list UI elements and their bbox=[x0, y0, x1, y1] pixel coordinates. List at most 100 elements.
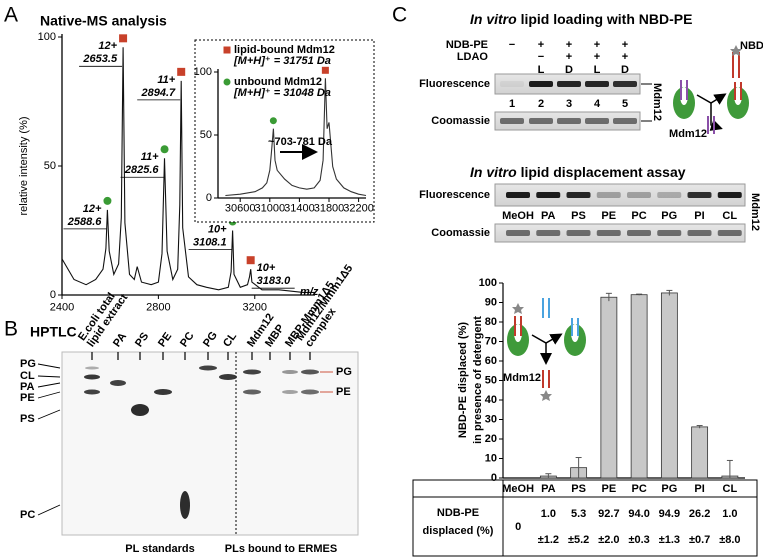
gel-band bbox=[500, 118, 524, 124]
legend-formula: [M+H]⁺ = 31048 Da bbox=[233, 87, 331, 99]
panel-title: HPTLC bbox=[30, 324, 77, 340]
panel-letter: A bbox=[4, 4, 18, 27]
legend-marker bbox=[223, 46, 231, 54]
gel-band bbox=[596, 192, 621, 198]
error-label: ±0.3 bbox=[628, 534, 649, 546]
lane-number: 3 bbox=[566, 98, 572, 110]
gel-band bbox=[536, 192, 561, 198]
category-label: MeOH bbox=[502, 483, 534, 495]
error-label: ±1.3 bbox=[659, 534, 680, 546]
condition-mark: − bbox=[538, 51, 544, 63]
legend-label: unbound Mdm12 bbox=[234, 76, 322, 88]
condition-mark: + bbox=[622, 39, 628, 51]
x-tick-label: 2800 bbox=[146, 302, 170, 314]
value-label: 94.9 bbox=[659, 508, 680, 520]
tlc-spot bbox=[154, 389, 172, 395]
gel-band bbox=[657, 230, 682, 236]
value-label: 0 bbox=[515, 521, 521, 533]
schematic-label: Mdm12 bbox=[503, 372, 541, 384]
y-tick-label: 100 bbox=[479, 277, 497, 289]
category-label: PE bbox=[602, 483, 617, 495]
error-label: ±1.2 bbox=[538, 534, 559, 546]
lane-number: 2 bbox=[538, 98, 544, 110]
section-title: In vitro lipid displacement assay bbox=[470, 164, 686, 180]
tlc-spot bbox=[243, 389, 261, 395]
gel-band bbox=[536, 230, 561, 236]
peak-charge: 10+ bbox=[208, 223, 227, 235]
gel-band bbox=[687, 230, 712, 236]
error-label: ±8.0 bbox=[719, 534, 740, 546]
condition-label: LDAO bbox=[457, 51, 489, 63]
category-label: PI bbox=[694, 483, 704, 495]
x-tick-label: 31000 bbox=[255, 203, 286, 215]
x-tick-label: 2400 bbox=[50, 302, 74, 314]
gel-row-label: Fluorescence bbox=[419, 78, 490, 90]
x-tick-label: 3200 bbox=[243, 302, 267, 314]
lane-number: 1 bbox=[509, 98, 515, 110]
title-italic: In vitro bbox=[470, 11, 517, 27]
y-tick-label: 50 bbox=[44, 160, 56, 172]
y-tick-label: 50 bbox=[200, 129, 212, 141]
tlc-spot bbox=[180, 491, 190, 519]
gel-band bbox=[506, 192, 530, 198]
gel-band bbox=[717, 230, 742, 236]
condition-type: L bbox=[538, 64, 545, 76]
band-label-left: PS bbox=[20, 413, 35, 425]
x-tick-label: 31800 bbox=[314, 203, 345, 215]
error-label: ±0.7 bbox=[689, 534, 710, 546]
y-tick-label: 10 bbox=[485, 452, 497, 464]
gel-band bbox=[627, 192, 651, 198]
condition-mark: + bbox=[566, 39, 572, 51]
y-tick-label: 100 bbox=[194, 66, 212, 78]
band-pointer bbox=[37, 375, 61, 378]
gel-band bbox=[613, 118, 637, 124]
title-italic: In vitro bbox=[470, 164, 517, 180]
condition-type: L bbox=[594, 64, 601, 76]
value-label: 26.2 bbox=[689, 508, 710, 520]
tlc-spot bbox=[282, 370, 298, 374]
gel-band bbox=[613, 81, 637, 87]
x-tick-label: 32200 bbox=[343, 203, 374, 215]
legend-label: lipid-bound Mdm12 bbox=[234, 44, 335, 56]
protein-label: Mdm12 bbox=[651, 83, 663, 121]
y-axis-label: relative intensity (%) bbox=[18, 116, 30, 215]
lane-label: PG bbox=[201, 329, 220, 349]
peak-mz: 3108.1 bbox=[193, 236, 227, 248]
panel-letter: B bbox=[4, 318, 18, 341]
loading-schematic bbox=[673, 45, 749, 134]
gel-band bbox=[585, 81, 609, 87]
bar bbox=[691, 426, 709, 479]
y-tick-label: 50 bbox=[485, 374, 497, 386]
value-label: 94.0 bbox=[628, 508, 649, 520]
peak-charge: 12+ bbox=[98, 40, 117, 52]
bar bbox=[660, 292, 678, 479]
gel-band bbox=[627, 230, 651, 236]
gel-band bbox=[566, 192, 591, 198]
y-tick-label: 20 bbox=[485, 433, 497, 445]
bar bbox=[630, 294, 648, 479]
tlc-spot bbox=[84, 374, 100, 380]
lane-label: PA bbox=[111, 331, 129, 350]
y-axis-label: in presence of detergent bbox=[472, 316, 484, 444]
lane-label: PI bbox=[694, 210, 704, 222]
peak-charge: 12+ bbox=[83, 203, 102, 215]
condition-mark: + bbox=[594, 51, 600, 63]
band-label-right: PE bbox=[336, 386, 351, 398]
lane-label: PE bbox=[156, 330, 174, 349]
y-tick-label: 0 bbox=[491, 472, 497, 484]
gel-band bbox=[506, 230, 530, 236]
condition-type: D bbox=[621, 64, 629, 76]
peak-mz: 2588.6 bbox=[67, 216, 103, 228]
gel-band bbox=[500, 81, 524, 87]
peak-marker bbox=[103, 196, 112, 205]
tlc-plate bbox=[61, 351, 359, 536]
gel-band bbox=[529, 118, 553, 124]
protein-label: Mdm12 bbox=[749, 193, 761, 231]
y-tick-label: 30 bbox=[485, 413, 497, 425]
value-label: 5.3 bbox=[571, 508, 586, 520]
condition-mark: − bbox=[509, 39, 515, 51]
panel-title: Native-MS analysis bbox=[40, 13, 167, 29]
category-label: PA bbox=[541, 483, 556, 495]
peak-marker bbox=[246, 256, 255, 265]
